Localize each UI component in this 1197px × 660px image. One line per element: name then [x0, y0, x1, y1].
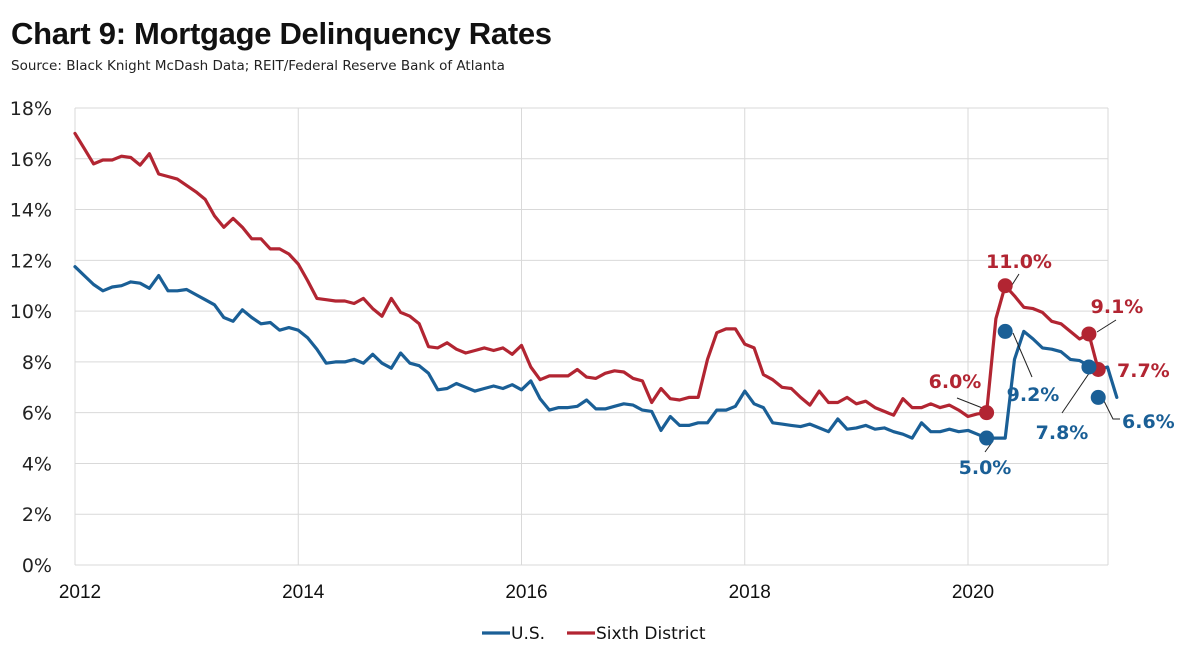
- y-tick-label: 2%: [22, 504, 52, 526]
- legend: U.S. Sixth District: [482, 624, 706, 644]
- legend-label: Sixth District: [596, 624, 706, 644]
- x-axis: 2012 2014 2016 2018 2020: [59, 582, 994, 603]
- y-axis: 0% 2% 4% 6% 8% 10% 12% 14% 16% 18%: [10, 98, 52, 577]
- annotation-leader-line: [1061, 368, 1093, 414]
- x-tick-label: 2020: [952, 582, 994, 603]
- data-point-marker: [997, 278, 1013, 294]
- x-tick-label: 2012: [59, 582, 101, 603]
- data-label: 11.0%: [986, 251, 1052, 273]
- y-tick-label: 6%: [22, 403, 52, 425]
- data-point-marker: [1081, 326, 1097, 342]
- data-point-marker: [997, 323, 1013, 339]
- legend-label: U.S.: [511, 624, 545, 644]
- chart-subtitle: Source: Black Knight McDash Data; REIT/F…: [11, 58, 505, 74]
- annotation-leader-line: [1096, 319, 1117, 333]
- data-point-marker: [979, 405, 995, 421]
- x-tick-label: 2014: [282, 582, 325, 603]
- series-lines: [73, 131, 1119, 440]
- data-point-marker: [1081, 359, 1097, 375]
- y-tick-label: 12%: [10, 250, 52, 272]
- x-tick-label: 2018: [729, 582, 771, 603]
- y-tick-label: 10%: [10, 301, 52, 323]
- data-label: 7.8%: [1036, 422, 1089, 444]
- y-tick-label: 18%: [10, 98, 52, 120]
- y-tick-label: 0%: [22, 555, 52, 577]
- gridlines: [74, 107, 1109, 566]
- data-label: 9.2%: [1007, 384, 1060, 406]
- data-point-marker: [979, 430, 995, 446]
- series-line-sixth-district: [73, 131, 1100, 419]
- annotation-leader-line: [956, 397, 986, 410]
- data-point-marker: [1090, 389, 1106, 405]
- y-tick-label: 14%: [10, 200, 52, 222]
- annotations: 6.0% 11.0% 9.1% 7.7% 5.0% 9.2% 7.8% 6.6%: [929, 251, 1175, 479]
- data-label: 5.0%: [959, 457, 1012, 479]
- data-label: 6.6%: [1122, 411, 1175, 433]
- data-label: 7.7%: [1117, 360, 1170, 382]
- annotation-leader-line: [1011, 273, 1020, 286]
- y-tick-label: 8%: [22, 352, 52, 374]
- y-tick-label: 4%: [22, 453, 52, 475]
- chart-title: Chart 9: Mortgage Delinquency Rates: [11, 16, 552, 51]
- series-line-u-s: [73, 265, 1119, 440]
- data-label: 9.1%: [1091, 296, 1144, 318]
- annotation-leader-line: [1103, 400, 1120, 420]
- annotation-leader-line: [1012, 332, 1033, 378]
- data-label: 6.0%: [929, 371, 982, 393]
- y-tick-label: 16%: [10, 149, 52, 171]
- x-tick-label: 2016: [505, 582, 547, 603]
